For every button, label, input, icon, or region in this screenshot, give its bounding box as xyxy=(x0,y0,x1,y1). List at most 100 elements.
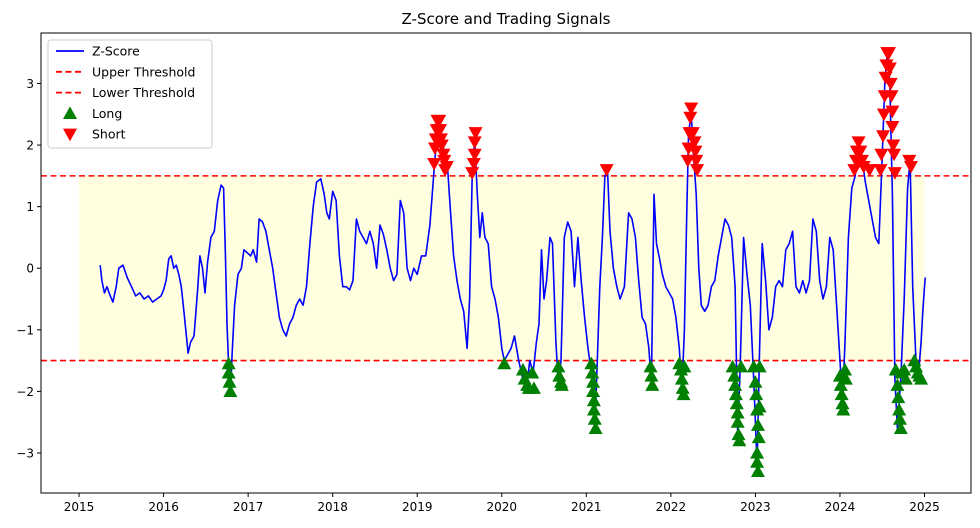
legend-item: Long xyxy=(63,106,122,121)
short-marker xyxy=(885,121,900,134)
long-marker xyxy=(897,362,912,376)
long-marker xyxy=(734,359,749,373)
short-marker xyxy=(688,145,703,159)
long-marker xyxy=(835,396,850,410)
short-marker xyxy=(851,136,866,149)
short-marker xyxy=(467,148,482,162)
short-marker xyxy=(876,130,891,143)
long-marker xyxy=(890,378,905,391)
short-marker xyxy=(439,161,454,174)
long-marker xyxy=(676,387,691,401)
long-marker xyxy=(838,362,853,376)
long-marker xyxy=(554,378,569,391)
x-tick-label: 2023 xyxy=(740,500,771,514)
legend-box xyxy=(47,39,213,149)
short-marker xyxy=(886,139,901,153)
long-marker xyxy=(223,384,238,397)
neutral-band xyxy=(79,175,925,361)
long-marker xyxy=(586,402,601,416)
long-marker xyxy=(497,356,512,370)
chart-title: Z-Score and Trading Signals xyxy=(402,10,611,28)
legend-item: Upper Threshold xyxy=(56,64,195,79)
threshold-layer xyxy=(41,175,971,362)
x-tick-label: 2024 xyxy=(825,500,856,514)
long-marker xyxy=(674,372,689,385)
long-marker xyxy=(731,427,746,441)
long-marker xyxy=(750,418,765,431)
long-marker xyxy=(750,455,765,468)
long-marker xyxy=(749,387,764,401)
long-marker xyxy=(221,365,236,379)
short-marker xyxy=(887,148,902,162)
legend-label: Z-Score xyxy=(92,44,140,59)
y-tick-label: −3 xyxy=(16,446,34,460)
legend-label: Upper Threshold xyxy=(92,64,195,79)
short-marker xyxy=(687,136,702,149)
short-marker xyxy=(427,157,442,171)
x-tick-label: 2018 xyxy=(317,500,348,514)
short-marker xyxy=(887,167,902,180)
long-marker xyxy=(750,464,765,478)
long-marker xyxy=(748,375,763,388)
long-marker xyxy=(677,359,692,373)
short-marker xyxy=(690,164,705,177)
x-tick-label: 2025 xyxy=(909,500,940,514)
short-marker xyxy=(468,127,483,140)
long-marker xyxy=(645,378,660,391)
short-marker xyxy=(882,62,897,76)
x-tick-label: 2021 xyxy=(571,500,602,514)
long-marker xyxy=(525,365,540,379)
y-axis: −3 −2 −1 0 1 2 3 xyxy=(16,77,41,460)
long-marker xyxy=(526,381,541,394)
long-marker xyxy=(584,356,599,370)
long-marker xyxy=(551,359,566,373)
long-marker xyxy=(752,359,767,373)
long-marker xyxy=(222,375,237,388)
legend: Z-Score Upper Threshold Lower Threshold Lon… xyxy=(47,39,213,149)
legend-swatch xyxy=(63,128,77,142)
neutral-band-layer xyxy=(79,175,925,361)
x-tick-label: 2019 xyxy=(402,500,433,514)
long-marker xyxy=(914,372,929,385)
short-marker xyxy=(466,157,481,171)
legend-item: Short xyxy=(63,127,126,142)
short-marker xyxy=(874,148,889,162)
long-marker xyxy=(727,368,742,382)
long-marker xyxy=(585,365,600,379)
legend-item: Z-Score xyxy=(56,44,140,59)
long-marker xyxy=(586,384,601,397)
long-markers xyxy=(221,353,929,478)
y-tick-label: 2 xyxy=(26,139,34,153)
legend-label: Lower Threshold xyxy=(92,85,195,100)
short-markers xyxy=(427,47,918,180)
short-marker xyxy=(433,124,448,137)
long-marker xyxy=(838,372,853,385)
y-tick-label: −2 xyxy=(16,385,34,399)
y-tick-label: 0 xyxy=(26,262,34,276)
long-marker xyxy=(586,375,601,388)
plot-area xyxy=(41,47,971,478)
short-marker xyxy=(847,164,862,177)
axes-frame xyxy=(40,32,972,494)
long-marker xyxy=(893,421,908,434)
y-tick-label: −1 xyxy=(16,323,34,337)
long-marker xyxy=(892,402,907,416)
short-marker xyxy=(685,127,700,140)
long-marker xyxy=(750,445,765,459)
long-marker xyxy=(588,421,603,434)
legend-item: Lower Threshold xyxy=(56,85,195,100)
long-marker xyxy=(732,433,747,447)
short-marker xyxy=(465,167,480,180)
short-marker xyxy=(432,114,447,128)
long-marker xyxy=(891,390,906,404)
long-marker xyxy=(728,387,743,401)
short-marker xyxy=(883,77,898,91)
x-tick-label: 2017 xyxy=(233,500,264,514)
long-marker xyxy=(675,381,690,394)
long-marker xyxy=(643,359,658,373)
short-marker xyxy=(599,164,614,177)
long-marker xyxy=(587,412,602,425)
long-marker xyxy=(728,378,743,391)
long-marker xyxy=(752,399,767,413)
